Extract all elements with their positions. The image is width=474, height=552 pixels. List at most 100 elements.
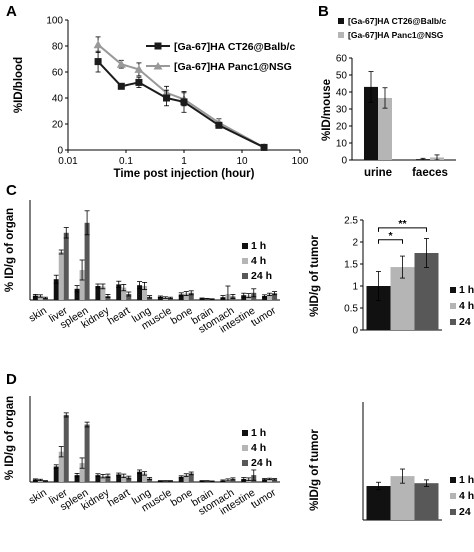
b-bar-s1-c0 — [378, 97, 392, 160]
c-organ-legend-swatch-2 — [242, 273, 248, 279]
c-tumor-y-axis-title: %ID/g of tumor — [309, 235, 321, 317]
c-organ-bar-s2-c11 — [272, 293, 278, 300]
c-organ-bar-s2-c7 — [188, 292, 194, 300]
c-organ-bar-s0-c2 — [74, 288, 80, 300]
d-organ-bar-s2-c5 — [147, 478, 153, 482]
d-organ-category-label: heart — [106, 487, 133, 510]
c-tumor-y-tick-label: 0.5 — [344, 304, 358, 315]
c-tumor-significance-bracket-1 — [378, 239, 403, 244]
c-organ-bar-s2-c4 — [126, 294, 132, 300]
a-data-point-triangle — [134, 64, 144, 73]
d-tumor-legend-label-1: 4 h — [459, 490, 474, 502]
panel-c-organ-bar-chart: % ID/g of organ skinliverspleenkidneyhea… — [4, 200, 280, 336]
d-tumor-legend-swatch-1 — [450, 493, 456, 499]
c-organ-bar-s2-c2 — [84, 222, 90, 300]
a-legend-label-ct26: [Ga-67]HA CT26@Balb/c — [174, 41, 295, 53]
c-organ-legend-label-1: 4 h — [251, 255, 266, 267]
panel-label-b: B — [318, 3, 329, 20]
b-legend: [Ga-67]HA CT26@Balb/c [Ga-67]HA Panc1@NS… — [338, 16, 446, 40]
d-organ-bar-s1-c3 — [100, 476, 106, 482]
a-legend-marker-panc1 — [153, 62, 163, 70]
b-y-tick-label: 40 — [336, 88, 348, 99]
d-organ-bar-s0-c5 — [137, 471, 143, 482]
b-legend-swatch-panc1 — [338, 32, 344, 38]
d-tumor-legend-label-2: 24 h — [459, 506, 474, 518]
c-organ-bar-s1-c0 — [37, 296, 43, 300]
a-legend-label-panc1: [Ga-67]HA Panc1@NSG — [174, 61, 292, 73]
d-tumor-y-axis-title: %ID/g of tumor — [309, 429, 321, 511]
c-organ-bar-s1-c5 — [142, 286, 148, 300]
a-y-axis-title: %ID/blood — [13, 57, 25, 113]
c-tumor-y-tick-label: 2.5 — [344, 216, 358, 227]
c-organ-category-label: tumor — [249, 304, 279, 329]
d-organ-bar-s0-c2 — [74, 475, 80, 482]
a-data-point-triangle — [93, 40, 103, 49]
a-y-tick-label: 60 — [52, 68, 64, 79]
a-x-tick-label: 100 — [292, 156, 309, 167]
c-tumor-legend-swatch-2 — [450, 319, 456, 325]
d-organ-bar-s2-c1 — [63, 414, 69, 482]
d-organ-bar-s1-c2 — [79, 463, 85, 482]
c-tumor-significance-star-1: * — [388, 230, 393, 242]
a-data-point-square — [117, 82, 125, 90]
panel-c-tumor-bar-chart: %ID/g of tumor 00.511.522.51 h4 h24 h*** — [309, 216, 474, 337]
d-organ-bar-s2-c11 — [272, 479, 278, 482]
d-organ-legend-swatch-2 — [242, 460, 248, 466]
c-tumor-legend-label-0: 1 h — [459, 284, 474, 296]
c-organ-bar-s1-c11 — [267, 294, 273, 300]
d-organ-legend-swatch-0 — [242, 430, 248, 436]
c-organ-bar-s0-c8 — [199, 298, 205, 300]
d-tumor-legend-label-0: 1 h — [459, 474, 474, 486]
c-organ-bar-s1-c4 — [121, 287, 127, 300]
b-y-axis-title: %ID/mouse — [321, 79, 333, 141]
c-organ-bar-s0-c1 — [53, 279, 59, 300]
d-organ-bar-s1-c11 — [267, 478, 273, 482]
d-organ-bar-s0-c1 — [53, 466, 59, 482]
panel-label-a: A — [6, 3, 17, 20]
b-y-tick-label: 10 — [336, 139, 348, 150]
a-x-axis-title: Time post injection (hour) — [114, 168, 255, 180]
c-tumor-legend-swatch-1 — [450, 303, 456, 309]
a-y-tick-label: 100 — [46, 16, 63, 27]
d-organ-bar-s0-c11 — [262, 479, 268, 482]
a-x-tick-label: 0.01 — [58, 156, 78, 167]
c-organ-bar-s0-c11 — [262, 296, 268, 300]
d-organ-bar-s0-c4 — [116, 474, 122, 482]
c-organ-bar-s1-c1 — [58, 252, 64, 300]
c-tumor-y-tick-label: 2 — [352, 238, 358, 249]
a-x-tick-label: 10 — [236, 156, 248, 167]
d-organ-legend-label-0: 1 h — [251, 427, 266, 439]
b-bar-s0-c0 — [364, 86, 378, 160]
c-tumor-y-tick-label: 0 — [352, 326, 358, 337]
a-y-tick-label: 80 — [52, 42, 64, 53]
c-organ-legend-swatch-0 — [242, 243, 248, 249]
c-organ-bar-s0-c4 — [116, 284, 122, 300]
c-tumor-legend-label-1: 4 h — [459, 300, 474, 312]
panel-b-bar-chart: %ID/mouse [Ga-67]HA CT26@Balb/c [Ga-67]H… — [321, 16, 456, 179]
a-data-point-square — [180, 98, 188, 106]
panel-label-d: D — [6, 371, 17, 388]
c-organ-bar-s0-c7 — [178, 294, 184, 300]
a-y-tick-label: 20 — [52, 120, 64, 131]
d-organ-bar-s1-c4 — [121, 475, 127, 482]
a-data-point-square — [215, 121, 223, 129]
b-y-tick-label: 60 — [336, 54, 348, 65]
b-y-tick-label: 0 — [341, 156, 347, 167]
c-organ-category-label: skin — [27, 305, 49, 325]
c-organ-bar-s0-c3 — [95, 286, 101, 300]
d-organ-bar-s0-c0 — [32, 479, 38, 482]
d-organ-bar-s2-c3 — [105, 475, 111, 482]
a-legend: [Ga-67]HA CT26@Balb/c [Ga-67]HA Panc1@NS… — [146, 41, 295, 73]
c-organ-bar-s0-c5 — [137, 285, 143, 300]
d-organ-bar-s0-c7 — [178, 476, 184, 482]
a-data-point-square — [135, 78, 143, 86]
c-tumor-y-tick-label: 1 — [352, 282, 358, 293]
b-category-label: urine — [364, 167, 392, 179]
c-organ-legend-label-0: 1 h — [251, 240, 266, 252]
b-y-tick-label: 20 — [336, 122, 348, 133]
d-organ-y-axis-title: % ID/g of organ — [4, 396, 16, 480]
b-y-tick-label: 30 — [336, 105, 348, 116]
b-y-tick-label: 50 — [336, 71, 348, 82]
c-tumor-significance-star-2: ** — [398, 218, 407, 230]
